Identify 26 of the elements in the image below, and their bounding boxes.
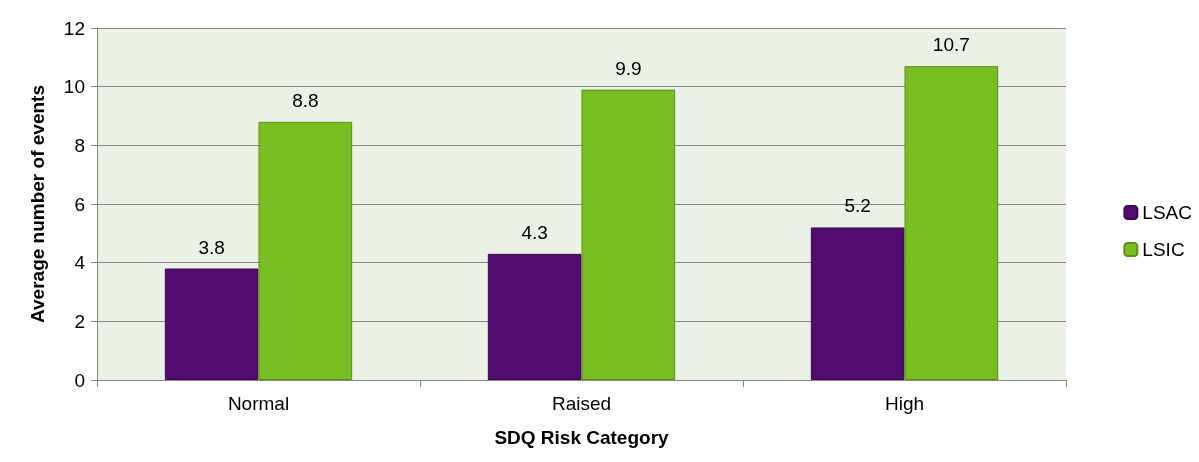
bar: [810, 227, 905, 380]
y-tick-label: 0: [74, 369, 85, 391]
y-tick-label: 6: [74, 193, 85, 215]
bar: [164, 268, 259, 380]
data-label: 9.9: [615, 57, 642, 79]
x-tick-label: High: [884, 393, 925, 414]
y-tick-label: 4: [74, 252, 86, 274]
x-tick-label: Raised: [551, 393, 612, 414]
bar: [487, 253, 582, 380]
y-tick-label: 12: [63, 17, 85, 39]
y-axis-title: Average number of events: [27, 85, 48, 323]
legend-label: LSIC: [1142, 239, 1185, 260]
data-label: 4.3: [521, 221, 548, 243]
data-label: 10.7: [932, 34, 970, 56]
y-tick-label: 2: [74, 310, 85, 332]
data-label: 3.8: [198, 236, 225, 258]
y-tick-label: 8: [74, 134, 85, 156]
x-tick-label: Normal: [227, 393, 290, 414]
legend-label: LSAC: [1142, 202, 1193, 223]
bar: [904, 66, 999, 380]
bar: [581, 89, 676, 380]
bar: [258, 121, 353, 380]
x-axis-title: SDQ Risk Category: [494, 427, 670, 448]
data-label: 8.8: [292, 89, 319, 111]
y-tick-label: 10: [63, 76, 85, 98]
data-label: 5.2: [844, 195, 871, 217]
